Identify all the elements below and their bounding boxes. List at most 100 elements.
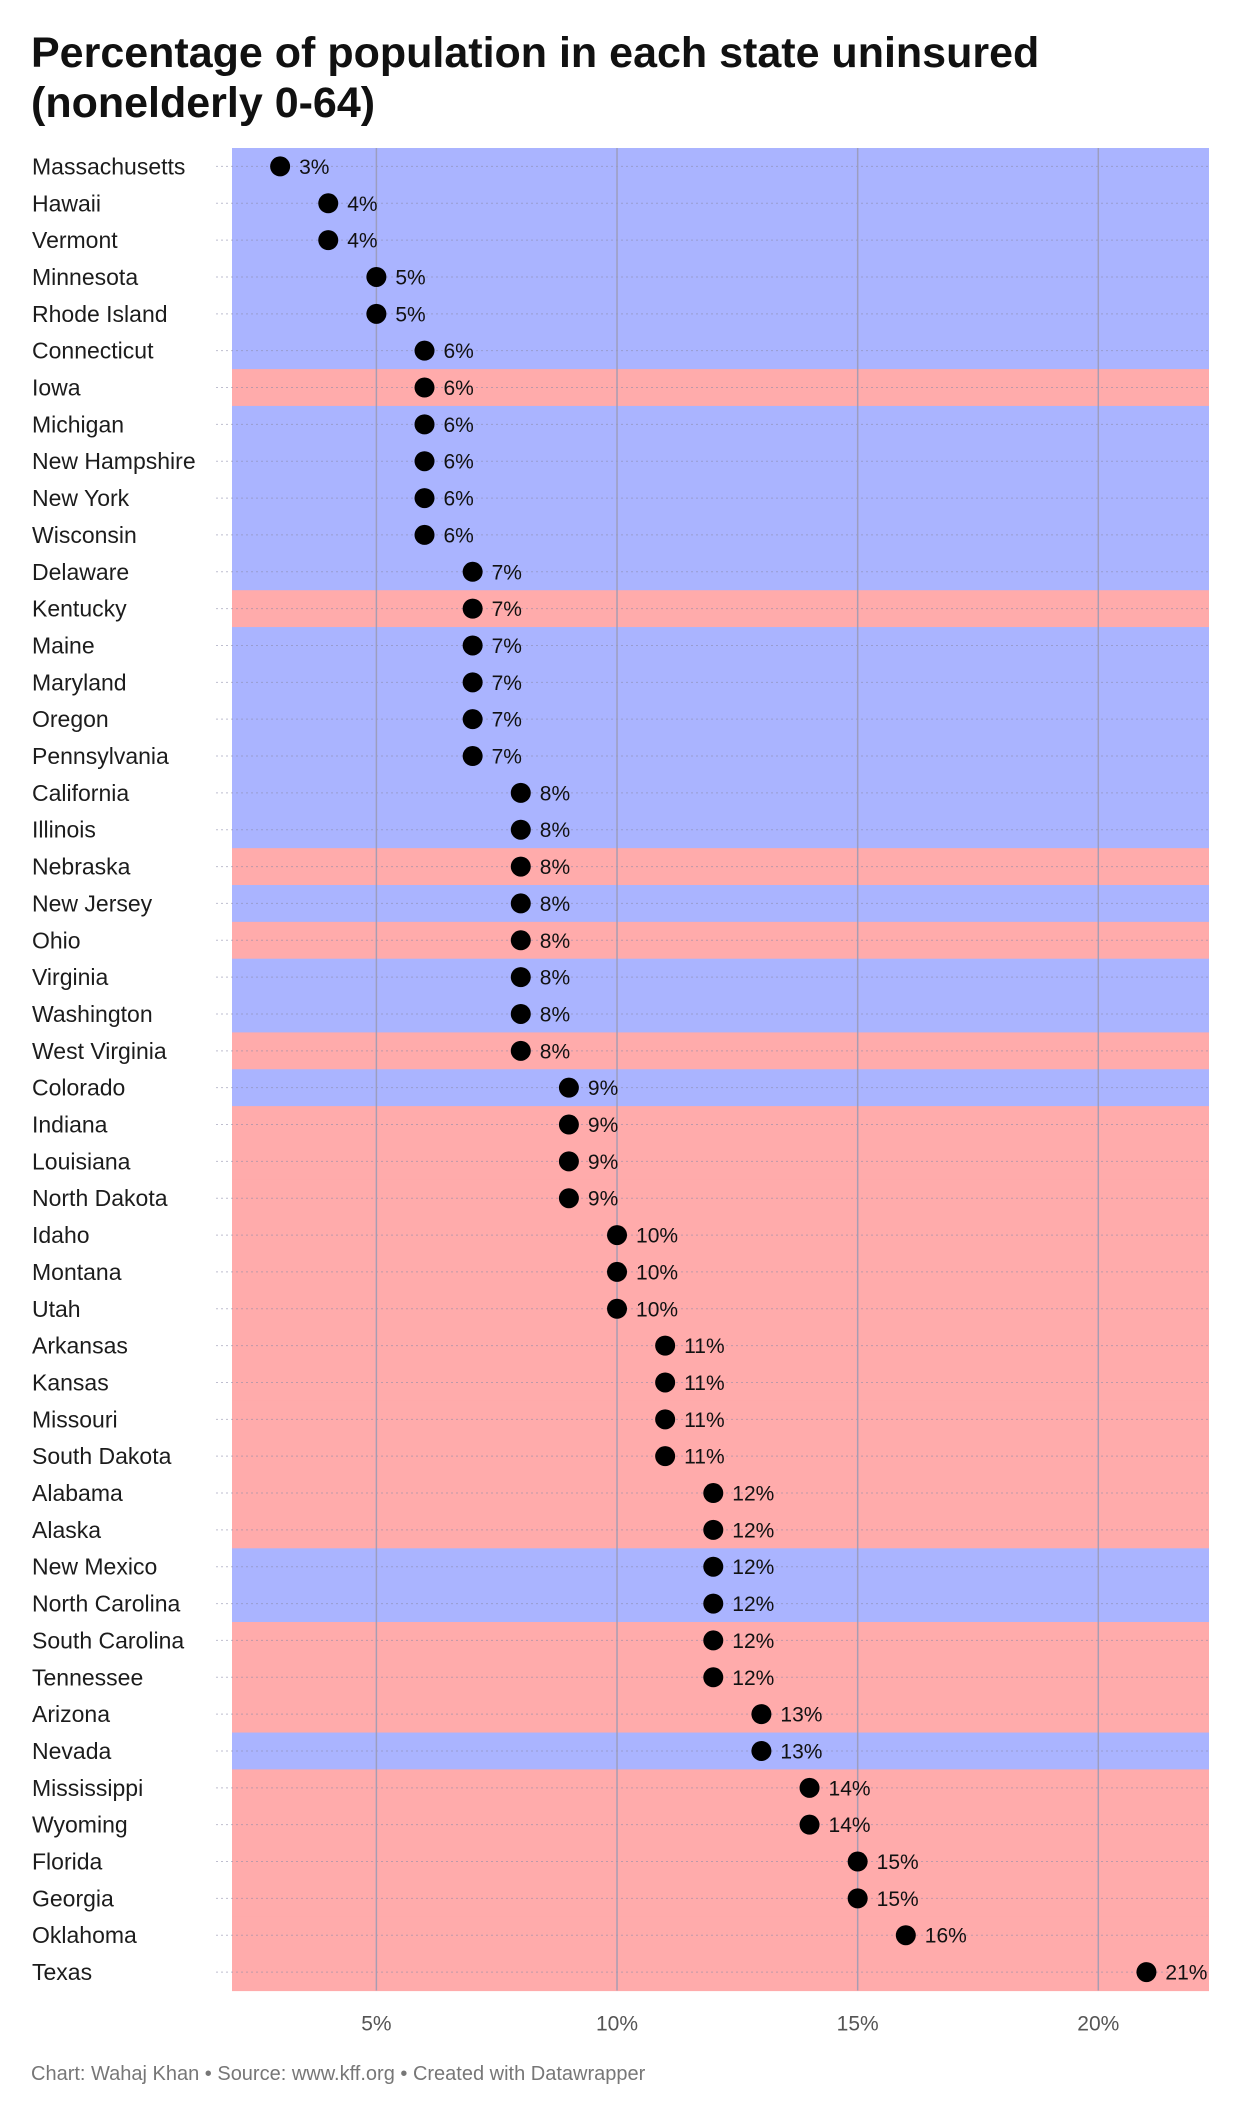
value-label: 12%: [732, 1483, 774, 1506]
value-label: 10%: [636, 1298, 678, 1321]
value-label: 12%: [732, 1556, 774, 1579]
state-label: Delaware: [32, 559, 129, 585]
x-tick-label: 20%: [1077, 2013, 1119, 2036]
data-point: [414, 488, 435, 509]
data-point: [462, 746, 483, 767]
data-point: [462, 598, 483, 619]
data-point: [510, 856, 531, 877]
data-point: [703, 1593, 724, 1614]
state-label: Connecticut: [32, 338, 154, 364]
state-label: Ohio: [32, 927, 81, 953]
state-label: Vermont: [32, 227, 118, 253]
data-point: [318, 193, 339, 214]
state-label: Indiana: [32, 1112, 108, 1138]
data-point: [270, 156, 291, 177]
value-label: 7%: [492, 635, 522, 658]
data-point: [462, 561, 483, 582]
chart-title-line-2: (nonelderly 0-64): [31, 79, 376, 127]
data-point: [366, 266, 387, 287]
data-point: [655, 1335, 676, 1356]
state-label: Massachusetts: [32, 153, 185, 179]
state-label: Texas: [32, 1959, 92, 1985]
value-label: 8%: [540, 819, 570, 842]
chart-title-line-1: Percentage of population in each state u…: [31, 29, 1040, 77]
x-axis-ticks: 5% 10% 15% 20%: [361, 2013, 1119, 2036]
data-point: [703, 1630, 724, 1651]
state-label: Montana: [32, 1259, 122, 1285]
state-label: Kansas: [32, 1369, 109, 1395]
state-label: Mississippi: [32, 1775, 143, 1801]
state-label: North Dakota: [32, 1185, 168, 1211]
data-dots: [270, 156, 1157, 1983]
state-label: California: [32, 780, 129, 806]
data-point: [607, 1261, 628, 1282]
value-label: 6%: [444, 340, 474, 363]
data-point: [558, 1114, 579, 1135]
data-point: [703, 1667, 724, 1688]
state-label: Oklahoma: [32, 1922, 137, 1948]
state-label: South Carolina: [32, 1627, 184, 1653]
value-label: 9%: [588, 1114, 618, 1137]
data-point: [847, 1851, 868, 1872]
data-point: [1136, 1962, 1157, 1983]
state-label: Utah: [32, 1296, 81, 1322]
value-label: 10%: [636, 1261, 678, 1284]
value-label: 12%: [732, 1593, 774, 1616]
value-label: 15%: [877, 1888, 919, 1911]
data-point: [510, 1003, 531, 1024]
value-label: 13%: [780, 1740, 822, 1763]
value-label: 5%: [395, 303, 425, 326]
data-point: [510, 782, 531, 803]
value-label: 12%: [732, 1519, 774, 1542]
state-label: Tennessee: [32, 1664, 143, 1690]
state-label: Wyoming: [32, 1812, 128, 1838]
data-point: [414, 524, 435, 545]
state-label: Missouri: [32, 1406, 118, 1432]
state-label: New Jersey: [32, 890, 153, 916]
data-point: [751, 1740, 772, 1761]
data-point: [510, 930, 531, 951]
value-label: 8%: [540, 967, 570, 990]
data-point: [414, 377, 435, 398]
value-label: 13%: [780, 1704, 822, 1727]
state-label: North Carolina: [32, 1591, 180, 1617]
data-point: [462, 635, 483, 656]
data-point: [751, 1704, 772, 1725]
value-label: 8%: [540, 1040, 570, 1063]
state-label: Rhode Island: [32, 301, 168, 327]
value-label: 3%: [299, 156, 329, 179]
value-label: 8%: [540, 930, 570, 953]
gridlines: [375, 148, 1100, 1991]
state-label: Pennsylvania: [32, 743, 169, 769]
data-point: [799, 1777, 820, 1798]
state-label: Kentucky: [32, 596, 127, 622]
value-label: 5%: [395, 266, 425, 289]
state-label: Colorado: [32, 1075, 125, 1101]
value-label: 11%: [684, 1446, 724, 1469]
value-label: 8%: [540, 893, 570, 916]
data-point: [366, 303, 387, 324]
state-label: Iowa: [32, 375, 81, 401]
data-point: [558, 1151, 579, 1172]
x-tick-label: 15%: [837, 2013, 879, 2036]
data-point: [462, 709, 483, 730]
data-point: [655, 1372, 676, 1393]
state-label: Arkansas: [32, 1333, 128, 1359]
state-label: Idaho: [32, 1222, 90, 1248]
value-label: 7%: [492, 598, 522, 621]
data-point: [414, 414, 435, 435]
state-label: Louisiana: [32, 1148, 131, 1174]
value-label: 4%: [347, 193, 377, 216]
data-point: [847, 1888, 868, 1909]
value-label: 21%: [1165, 1962, 1207, 1985]
value-label: 6%: [444, 377, 474, 400]
x-tick-label: 10%: [596, 2013, 638, 2036]
data-point: [510, 819, 531, 840]
data-point: [318, 230, 339, 251]
value-label: 14%: [829, 1814, 871, 1837]
value-label: 10%: [636, 1225, 678, 1248]
data-point: [607, 1225, 628, 1246]
data-point: [510, 967, 531, 988]
data-point: [510, 1040, 531, 1061]
